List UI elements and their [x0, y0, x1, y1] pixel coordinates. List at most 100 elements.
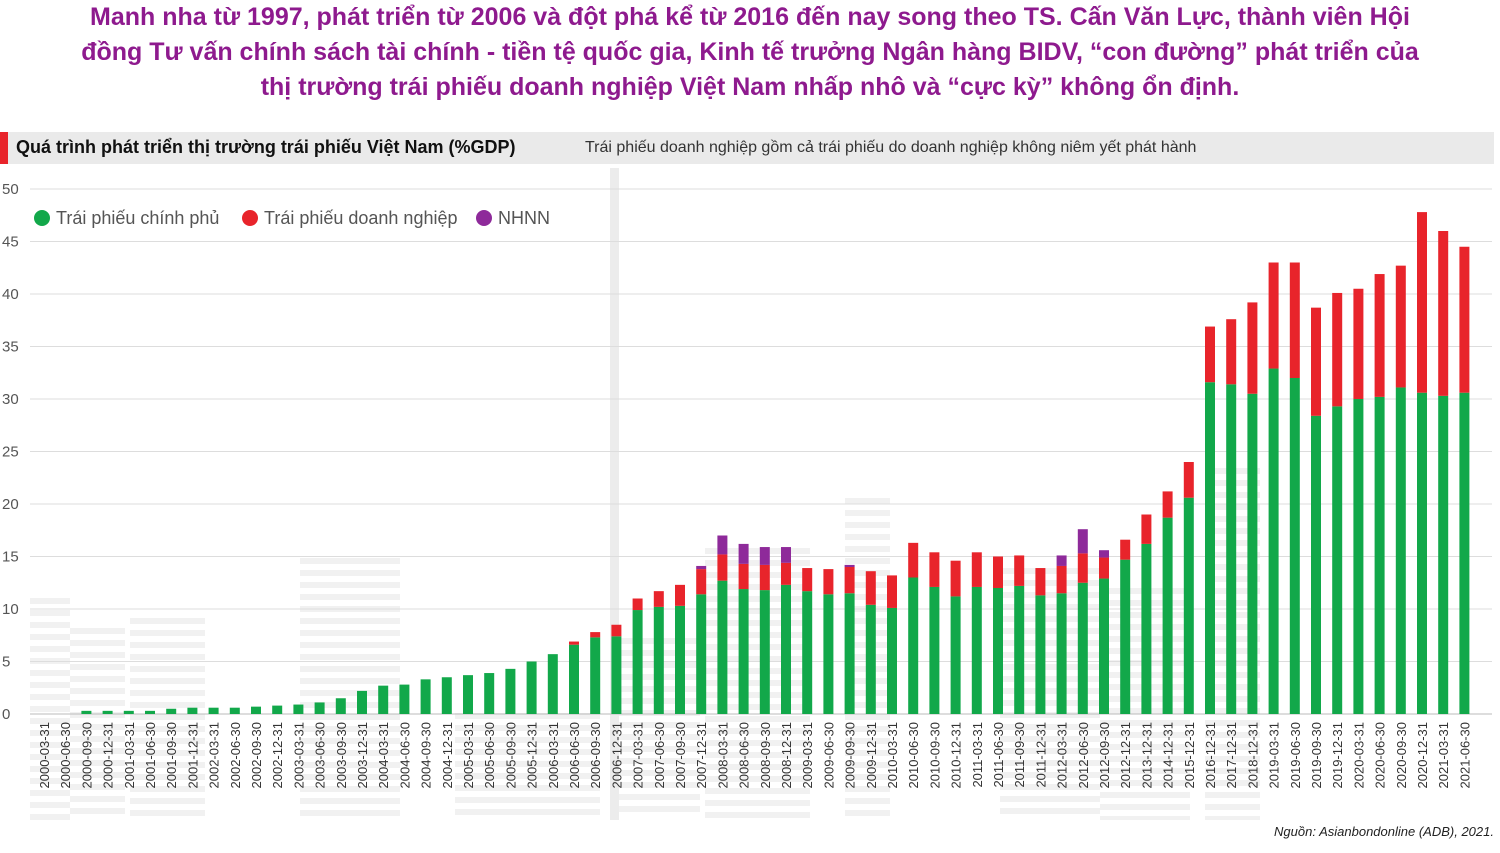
bar-segment-corporate [1205, 326, 1215, 383]
x-tick-label: 2007-09-30 [673, 722, 688, 789]
bar-segment-corporate [823, 569, 834, 595]
bar-stack [102, 710, 113, 714]
x-tick-label: 2012-12-31 [1118, 722, 1133, 789]
bar-stack [1311, 307, 1321, 714]
x-tick-label: 2009-09-30 [843, 722, 858, 789]
bar-segment-government [717, 580, 728, 714]
x-tick-label: 2005-06-30 [482, 722, 497, 789]
bar-segment-corporate [993, 556, 1003, 588]
bar-stack [759, 547, 770, 714]
bar-segment-sbv [696, 565, 707, 570]
bar-stack [272, 705, 283, 714]
x-tick-label: 2006-09-30 [588, 722, 603, 789]
bar-segment-government [357, 690, 367, 714]
headline: Manh nha từ 1997, phát triển từ 2006 và … [0, 0, 1500, 105]
bar-segment-corporate [1417, 212, 1427, 393]
x-tick-label: 2004-03-31 [376, 722, 391, 789]
x-tick-label: 2008-12-31 [779, 722, 794, 789]
building-silhouette [1000, 568, 1100, 814]
x-axis-ticks: 2000-03-31 2000-06-30 2000-09-30 2000-12-31… [37, 722, 1472, 789]
y-tick-label: 15 [2, 549, 19, 566]
bar-segment-corporate [1162, 491, 1173, 518]
bar-segment-government [653, 606, 664, 714]
bar-stack [1374, 274, 1385, 714]
x-tick-label: 2002-03-31 [207, 722, 222, 789]
x-tick-label: 2000-09-30 [79, 722, 94, 789]
bar-segment-corporate [759, 564, 770, 591]
bar-segment-government [1332, 406, 1343, 714]
y-tick-label: 5 [2, 654, 10, 671]
x-tick-label: 2007-03-31 [631, 722, 646, 789]
bar-segment-sbv [1056, 555, 1067, 566]
bar-segment-corporate [781, 562, 791, 585]
bar-stack [611, 624, 622, 714]
bar-segment-government [823, 594, 834, 714]
x-tick-label: 2009-06-30 [821, 722, 836, 789]
x-tick-label: 2003-06-30 [313, 722, 328, 789]
bar-segment-corporate [1395, 265, 1406, 388]
x-tick-label: 2014-12-31 [1161, 722, 1176, 789]
legend-label: NHNN [498, 208, 550, 228]
bar-segment-government [272, 705, 283, 714]
bar-segment-government [1205, 382, 1215, 714]
bar-segment-corporate [717, 554, 728, 581]
x-tick-label: 2010-09-30 [927, 722, 942, 789]
bar-segment-government [1374, 396, 1385, 714]
x-tick-label: 2001-03-31 [122, 722, 137, 789]
bar-stack [1205, 326, 1215, 714]
bar-segment-corporate [1056, 565, 1067, 594]
bar-segment-government [887, 607, 897, 714]
bar-segment-government [696, 594, 707, 714]
x-tick-label: 2020-03-31 [1351, 722, 1366, 789]
bar-segment-corporate [1247, 302, 1258, 394]
headline-line-1: Manh nha từ 1997, phát triển từ 2006 và … [90, 3, 1410, 31]
x-tick-label: 2003-12-31 [355, 722, 370, 789]
bar-stack [1099, 550, 1109, 714]
bar-segment-corporate [1120, 539, 1131, 560]
y-tick-label: 50 [2, 181, 19, 198]
legend-item: NHNN [476, 208, 550, 228]
x-tick-label: 2010-06-30 [906, 722, 921, 789]
bar-segment-government [1056, 593, 1067, 714]
bar-segment-government [1077, 582, 1088, 714]
bar-segment-government [1183, 497, 1194, 714]
bar-segment-government [1459, 392, 1470, 714]
x-tick-label: 2008-06-30 [737, 722, 752, 789]
bar-segment-sbv [844, 564, 855, 567]
bar-stack [208, 707, 219, 714]
bar-segment-government [484, 673, 495, 714]
x-tick-label: 2001-09-30 [164, 722, 179, 789]
bar-segment-corporate [590, 632, 601, 638]
bar-segment-corporate [1226, 319, 1237, 385]
bar-segment-sbv [738, 543, 749, 564]
bar-segment-government [781, 584, 791, 714]
x-tick-label: 2012-03-31 [1055, 722, 1070, 789]
decorative-building-background [30, 168, 1260, 820]
x-tick-label: 2020-09-30 [1394, 722, 1409, 789]
bar-segment-government [844, 593, 855, 714]
building-silhouette [130, 618, 205, 816]
x-tick-label: 2008-09-30 [758, 722, 773, 789]
bar-segment-sbv [759, 547, 770, 565]
chart-title: Quá trình phát triển thị trường trái phi… [16, 137, 516, 157]
bar-segment-corporate [865, 571, 876, 605]
bar-stack [81, 710, 92, 714]
bar-stack [696, 565, 707, 714]
y-tick-label: 20 [2, 496, 19, 513]
source-note: Nguồn: Asianbondonline (ADB), 2021. [1274, 824, 1494, 839]
y-tick-label: 35 [2, 339, 19, 356]
x-tick-label: 2019-09-30 [1309, 722, 1324, 789]
bar-segment-sbv [781, 547, 791, 563]
bar-segment-government [145, 710, 155, 714]
x-tick-label: 2006-03-31 [546, 722, 561, 789]
bar-segment-government [1438, 395, 1449, 714]
bar-stack [335, 698, 346, 714]
x-tick-label: 2009-12-31 [864, 722, 879, 789]
building-silhouette [300, 558, 400, 816]
bar-segment-government [463, 675, 473, 714]
x-tick-label: 2004-09-30 [419, 722, 434, 789]
bar-stack [145, 710, 155, 714]
x-tick-label: 2021-03-31 [1436, 722, 1451, 789]
x-tick-label: 2000-06-30 [58, 722, 73, 789]
x-tick-label: 2010-03-31 [885, 722, 900, 789]
